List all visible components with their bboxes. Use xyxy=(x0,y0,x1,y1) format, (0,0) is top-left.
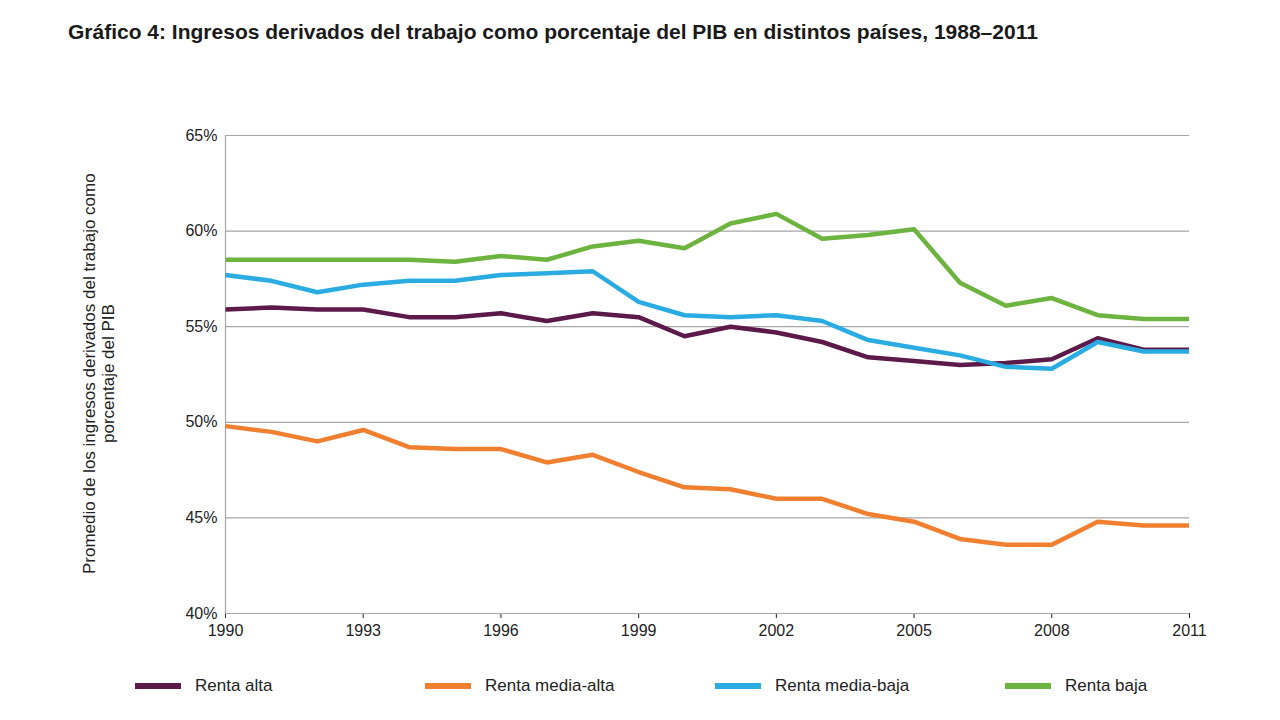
html-text:Renta media-baja: Renta media-baja xyxy=(775,676,910,695)
html-text:Promedio de los ingresos deriv: Promedio de los ingresos derivados del t… xyxy=(80,173,118,575)
svg-text:1990: 1990 xyxy=(208,622,244,639)
svg-text:1999: 1999 xyxy=(621,622,657,639)
svg-text:65%: 65% xyxy=(185,127,217,144)
svg-text:2008: 2008 xyxy=(1034,622,1070,639)
svg-text:2002: 2002 xyxy=(759,622,795,639)
svg-text:1996: 1996 xyxy=(483,622,519,639)
svg-text:2011: 2011 xyxy=(1172,622,1207,639)
html-text:Gráfico 4: Ingresos derivados: Gráfico 4: Ingresos derivados del trabaj… xyxy=(68,20,1038,43)
svg-text:45%: 45% xyxy=(185,509,217,526)
svg-text:55%: 55% xyxy=(185,318,217,335)
svg-text:60%: 60% xyxy=(185,222,217,239)
svg-text:50%: 50% xyxy=(185,413,217,430)
html-text:Renta baja: Renta baja xyxy=(1065,676,1148,695)
svg-text:1993: 1993 xyxy=(345,622,381,639)
svg-text:2005: 2005 xyxy=(896,622,932,639)
svg-text:40%: 40% xyxy=(185,605,217,622)
html-text:Renta alta: Renta alta xyxy=(195,676,273,695)
html-text:Renta media-alta: Renta media-alta xyxy=(485,676,615,695)
